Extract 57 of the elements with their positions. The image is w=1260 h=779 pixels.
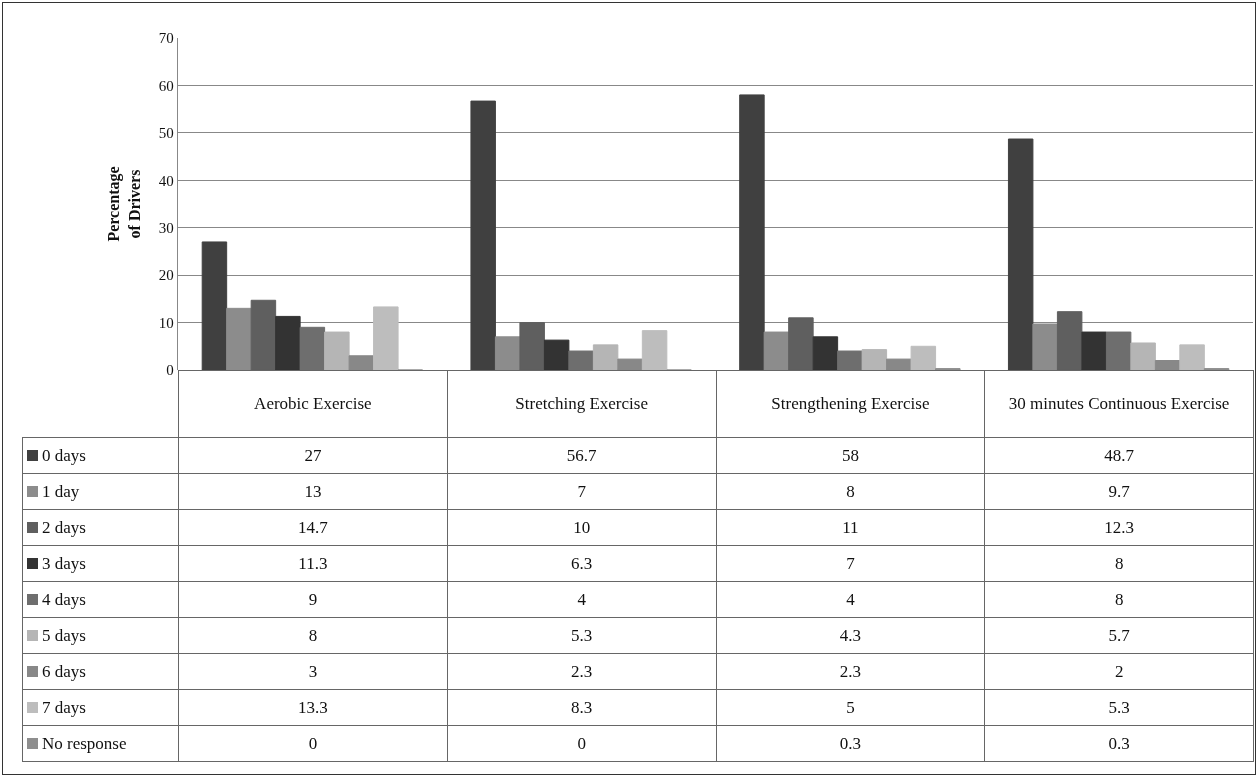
- legend-label: No response: [42, 733, 127, 753]
- data-label: 11.3: [178, 545, 448, 582]
- data-label: 3: [178, 653, 448, 690]
- data-label: 4: [716, 581, 985, 618]
- y-axis-title: Percentage of Drivers: [105, 166, 143, 242]
- data-label: 12.3: [984, 509, 1254, 546]
- y-tick-label: 50: [158, 125, 174, 142]
- data-label: 8.3: [447, 689, 716, 726]
- data-label: 48.7: [984, 437, 1254, 474]
- data-label: 2: [984, 653, 1254, 690]
- data-label: 2.3: [447, 653, 716, 690]
- data-label: 8: [716, 473, 985, 510]
- y-tick-label: 70: [158, 30, 174, 47]
- y-tick-label: 30: [158, 219, 174, 236]
- data-label: 27: [178, 437, 448, 474]
- data-label: 8: [984, 581, 1254, 618]
- data-label: 0.3: [984, 725, 1254, 762]
- x-tick-label: Strengthening Exercise: [716, 370, 985, 438]
- x-tick-label: Stretching Exercise: [447, 370, 716, 438]
- legend-label: 6 days: [42, 661, 86, 681]
- legend-label: 0 days: [42, 445, 86, 465]
- y-tick-label: 60: [158, 77, 174, 94]
- data-label: 13: [178, 473, 448, 510]
- data-label: 14.7: [178, 509, 448, 546]
- data-label: 10: [447, 509, 716, 546]
- data-label: 5: [716, 689, 985, 726]
- legend-label: 4 days: [42, 589, 86, 609]
- x-tick-label: 30 minutes Continuous Exercise: [984, 370, 1254, 438]
- data-label: 5.3: [984, 689, 1254, 726]
- data-label: 7: [716, 545, 985, 582]
- data-label: 58: [716, 437, 985, 474]
- data-label: 5.7: [984, 617, 1254, 654]
- data-label: 4.3: [716, 617, 985, 654]
- legend-label: 2 days: [42, 517, 86, 537]
- data-label: 56.7: [447, 437, 716, 474]
- data-label: 8: [178, 617, 448, 654]
- data-label: 9.7: [984, 473, 1254, 510]
- data-label: 9: [178, 581, 448, 618]
- data-label: 8: [984, 545, 1254, 582]
- y-tick-label: 20: [158, 267, 174, 284]
- data-label: 0.3: [716, 725, 985, 762]
- y-tick-label: 10: [158, 314, 174, 331]
- data-label: 7: [447, 473, 716, 510]
- data-label: 5.3: [447, 617, 716, 654]
- legend-label: 3 days: [42, 553, 86, 573]
- data-label: 6.3: [447, 545, 716, 582]
- y-tick-label: 0: [166, 362, 174, 379]
- legend-label: 1 day: [42, 481, 80, 501]
- data-label: 2.3: [716, 653, 985, 690]
- legend-label: 7 days: [42, 697, 86, 717]
- data-label: 11: [716, 509, 985, 546]
- data-label: 0: [447, 725, 716, 762]
- data-label: 13.3: [178, 689, 448, 726]
- y-tick-label: 40: [158, 172, 174, 189]
- data-label: 4: [447, 581, 716, 618]
- legend-label: 5 days: [42, 625, 86, 645]
- x-tick-label: Aerobic Exercise: [178, 370, 448, 438]
